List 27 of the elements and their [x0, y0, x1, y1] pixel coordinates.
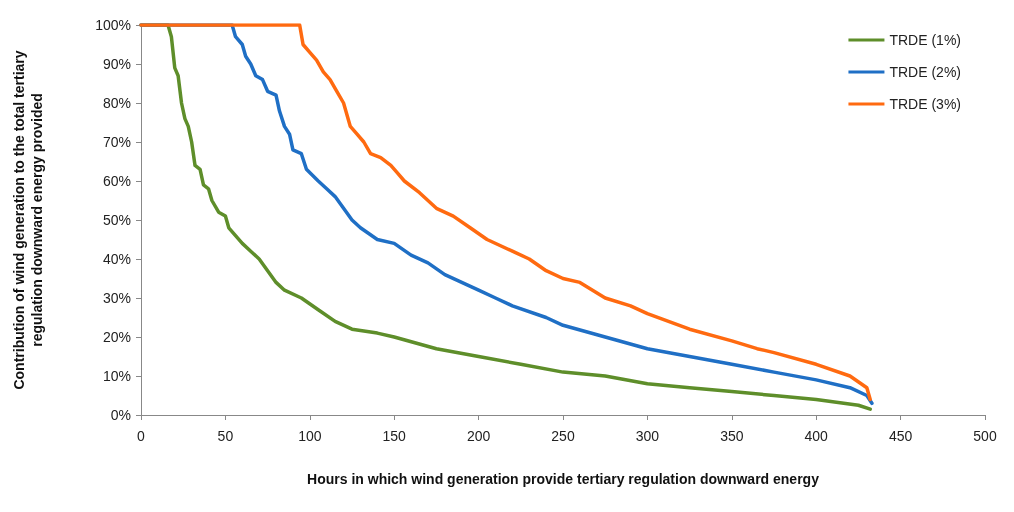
y-axis-title: Contribution of wind generation to the total tertiary regulation downward energy provided: [11, 50, 45, 390]
x-tick-label: 300: [635, 428, 660, 444]
x-tick-label: 350: [720, 428, 744, 444]
y-tick-label: 20%: [102, 329, 131, 345]
x-tick-label: 250: [551, 428, 575, 444]
x-tick-label: 200: [466, 428, 491, 444]
x-tick-label: 50: [217, 428, 234, 444]
y-tick-label: 30%: [102, 290, 131, 306]
legend-label: TRDE (2%): [889, 64, 961, 80]
y-tick-label: 10%: [102, 368, 131, 384]
x-tick-label: 450: [888, 428, 913, 444]
legend-label: TRDE (3%): [889, 96, 961, 112]
x-tick-label: 150: [382, 428, 407, 444]
x-tick-label: 0: [137, 428, 146, 444]
y-tick-label: 90%: [102, 56, 131, 72]
y-tick-label: 100%: [95, 17, 131, 33]
y-tick-label: 50%: [102, 212, 131, 228]
y-tick-label: 70%: [102, 134, 131, 150]
x-tick-label: 500: [973, 428, 997, 444]
y-tick-label: 60%: [102, 173, 131, 189]
x-tick-label: 100: [298, 428, 322, 444]
y-tick-label: 0%: [110, 407, 131, 423]
y-tick-label: 40%: [102, 251, 131, 267]
legend-label: TRDE (1%): [889, 32, 961, 48]
x-tick-label: 400: [804, 428, 829, 444]
y-tick-label: 80%: [102, 95, 131, 111]
x-axis-title: Hours in which wind generation provide tertiary regulation downward energy: [307, 471, 820, 487]
